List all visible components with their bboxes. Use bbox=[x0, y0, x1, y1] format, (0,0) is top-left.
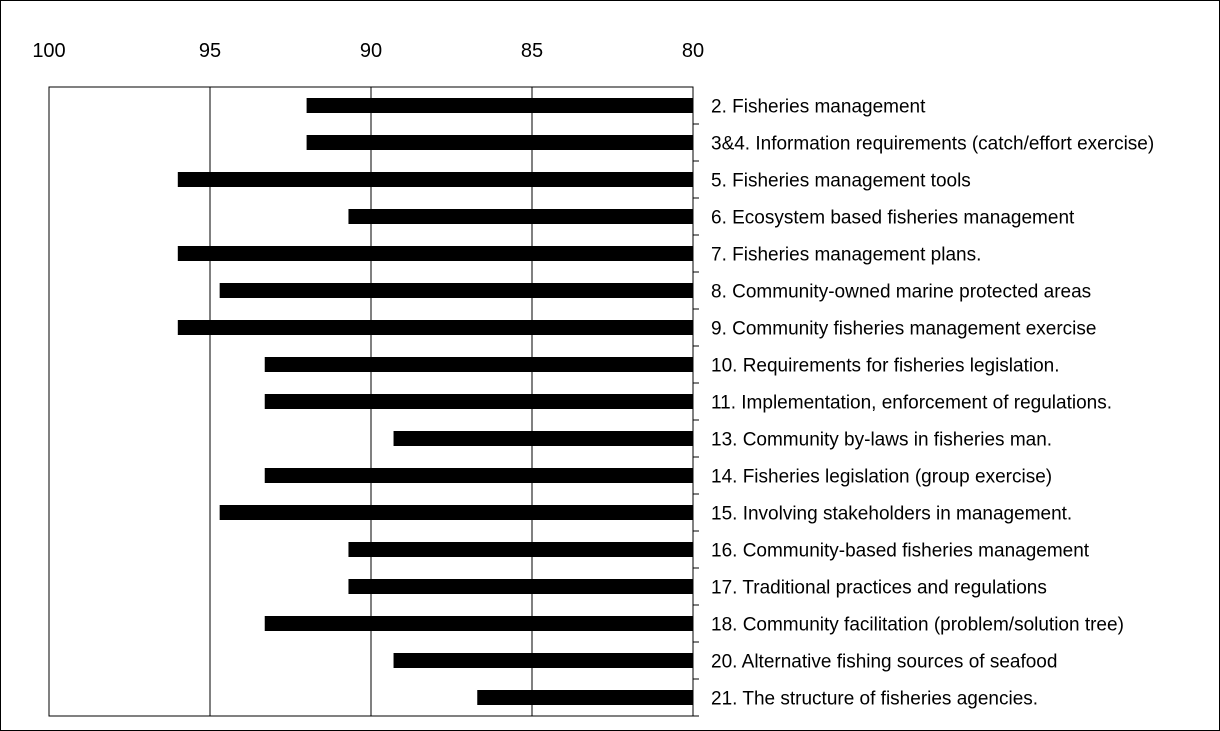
category-label: 16. Community-based fisheries management bbox=[711, 541, 1090, 562]
x-tick-label: 95 bbox=[199, 40, 221, 62]
bar bbox=[219, 283, 693, 298]
category-label: 10. Requirements for fisheries legislati… bbox=[711, 356, 1060, 377]
category-label: 15. Involving stakeholders in management… bbox=[711, 504, 1072, 525]
bar bbox=[264, 468, 693, 483]
bar bbox=[348, 579, 693, 594]
category-label: 8. Community-owned marine protected area… bbox=[711, 282, 1091, 303]
bar bbox=[219, 505, 693, 520]
category-label: 17. Traditional practices and regulation… bbox=[711, 578, 1047, 599]
category-label: 13. Community by-laws in fisheries man. bbox=[711, 430, 1052, 451]
bar bbox=[264, 357, 693, 372]
category-label: 20. Alternative fishing sources of seafo… bbox=[711, 652, 1057, 673]
category-label: 14. Fisheries legislation (group exercis… bbox=[711, 467, 1052, 488]
bar bbox=[177, 246, 694, 261]
category-label: 2. Fisheries management bbox=[711, 97, 926, 118]
category-label: 5. Fisheries management tools bbox=[711, 171, 971, 192]
bar bbox=[477, 690, 693, 705]
bar bbox=[348, 209, 693, 224]
bar bbox=[306, 98, 693, 113]
bar bbox=[393, 653, 693, 668]
bar bbox=[264, 394, 693, 409]
category-label: 7. Fisheries management plans. bbox=[711, 245, 981, 266]
bar bbox=[348, 542, 693, 557]
x-tick-label: 80 bbox=[682, 40, 704, 62]
x-tick-label: 90 bbox=[360, 40, 382, 62]
category-label: 18. Community facilitation (problem/solu… bbox=[711, 615, 1124, 636]
x-tick-label: 100 bbox=[32, 40, 65, 62]
category-label: 21. The structure of fisheries agencies. bbox=[711, 689, 1038, 710]
bar bbox=[393, 431, 693, 446]
category-label: 9. Community fisheries management exerci… bbox=[711, 319, 1096, 340]
x-tick-label: 85 bbox=[521, 40, 543, 62]
category-label: 3&4. Information requirements (catch/eff… bbox=[711, 134, 1154, 155]
bar bbox=[177, 320, 694, 335]
bar bbox=[177, 172, 694, 187]
bar bbox=[306, 135, 693, 150]
category-label: 6. Ecosystem based fisheries management bbox=[711, 208, 1075, 229]
bar bbox=[264, 616, 693, 631]
category-label: 11. Implementation, enforcement of regul… bbox=[711, 393, 1112, 414]
